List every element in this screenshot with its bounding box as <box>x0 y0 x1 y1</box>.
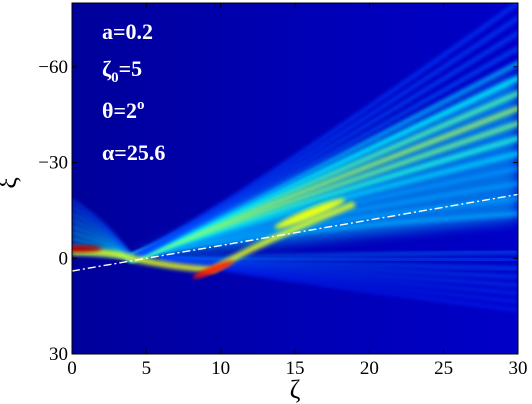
x-tick-label: 30 <box>509 358 528 379</box>
upper-fringe <box>129 3 518 261</box>
main-curve <box>72 201 356 273</box>
hot-spot <box>274 198 346 229</box>
y-axis-label: ξ <box>0 177 22 189</box>
annotation-alpha: α=25.6 <box>102 140 165 165</box>
lower-fringe <box>160 256 518 312</box>
annotation-theta: θ=2o <box>102 97 145 123</box>
y-tick-label: −30 <box>38 153 68 174</box>
x-tick-label: 15 <box>286 358 305 379</box>
annotation-block: a=0.2 ζ0=5 θ=2o α=25.6 <box>102 19 165 165</box>
intensity-field <box>72 3 518 312</box>
hot-spot <box>72 245 102 253</box>
annotation-a: a=0.2 <box>102 19 153 44</box>
x-tick-label: 10 <box>211 358 230 379</box>
annotation-zeta0: ζ0=5 <box>102 56 142 86</box>
reference-line <box>72 193 518 272</box>
x-tick-label: 25 <box>434 358 453 379</box>
y-tick-label: −60 <box>38 57 68 78</box>
y-tick-label: 0 <box>59 248 69 269</box>
hot-spot <box>192 260 234 279</box>
left-fringe <box>72 199 133 259</box>
x-axis-label: ζ <box>290 375 301 404</box>
x-tick-label: 5 <box>142 358 152 379</box>
x-tick-label: 0 <box>67 358 77 379</box>
x-tick-label: 20 <box>360 358 379 379</box>
y-tick-label: 30 <box>49 344 68 365</box>
